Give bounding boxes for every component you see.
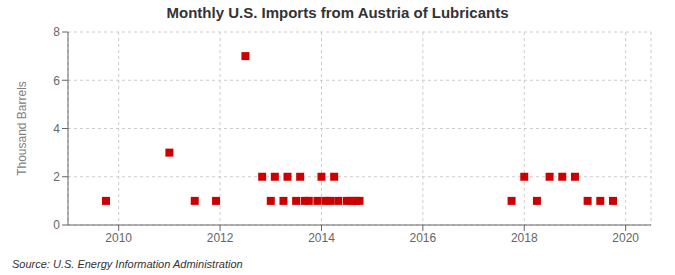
svg-text:0: 0 [53,218,60,232]
svg-text:4: 4 [53,122,60,136]
svg-text:2016: 2016 [410,231,437,245]
svg-text:2014: 2014 [308,231,335,245]
html-text:Monthly U.S. Imports from Aust: Monthly U.S. Imports from Austria of Lub… [166,4,509,21]
svg-text:2020: 2020 [612,231,639,245]
svg-text:6: 6 [53,74,60,88]
html-text:Source: U.S. Energy Informatio: Source: U.S. Energy Information Administ… [12,258,243,270]
svg-text:2012: 2012 [207,231,234,245]
svg-text:8: 8 [53,26,60,39]
svg-text:2010: 2010 [105,231,132,245]
svg-text:2: 2 [53,170,60,184]
svg-text:Thousand Barrels: Thousand Barrels [15,81,29,176]
svg-text:2018: 2018 [511,231,538,245]
